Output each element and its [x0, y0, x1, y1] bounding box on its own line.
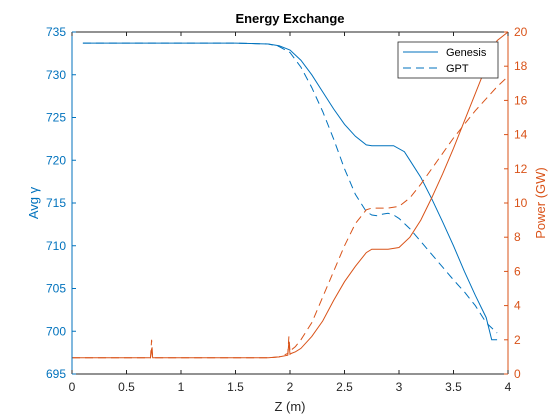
y-left-tick-label: 715: [46, 196, 66, 210]
x-tick-label: 0.5: [118, 380, 135, 394]
legend-label-genesis: Genesis: [446, 47, 487, 59]
y-right-tick-label: 4: [514, 299, 521, 313]
y-right-tick-label: 12: [514, 162, 528, 176]
y-right-tick-label: 20: [514, 25, 528, 39]
x-tick-label: 3.5: [445, 380, 462, 394]
y-left-tick-label: 705: [46, 282, 66, 296]
series-line-genesis-avg-gamma: [82, 42, 498, 341]
y-right-tick-label: 6: [514, 264, 521, 278]
legend-label-gpt: GPT: [446, 63, 469, 75]
series-line-genesis-power: [72, 31, 509, 359]
y-right-tick-label: 16: [514, 93, 528, 107]
y-left-tick-label: 695: [46, 367, 66, 381]
legend-box: [397, 41, 499, 79]
y-left-tick-label: 730: [46, 68, 66, 82]
y-right-axis-label: Power (GW): [533, 167, 548, 239]
x-tick-label: 3: [396, 380, 403, 394]
y-left-tick-label: 735: [46, 25, 66, 39]
y-left-tick-label: 720: [46, 153, 66, 167]
y-right-tick-label: 10: [514, 196, 528, 210]
y-left-tick-label: 710: [46, 239, 66, 253]
y-left-tick-label: 725: [46, 111, 66, 125]
series-line-gpt-avg-gamma: [82, 42, 498, 334]
y-right-tick-label: 18: [514, 59, 528, 73]
y-left-axis-ticks: 695 700 705 710 715 720 725 730 735: [46, 25, 76, 381]
y-right-axis-ticks: 0 2 4 6 8 10 12 14 16 18 20: [504, 25, 528, 381]
y-left-tick-label: 700: [46, 324, 66, 338]
plot-area: [72, 32, 508, 374]
series-layer: [72, 31, 509, 359]
x-tick-label: 1.5: [227, 380, 244, 394]
chart-title: Energy Exchange: [235, 11, 344, 26]
x-tick-label: 2: [287, 380, 294, 394]
y-right-tick-label: 14: [514, 128, 528, 142]
y-right-tick-label: 2: [514, 333, 521, 347]
legend: Genesis GPT: [397, 41, 499, 79]
y-right-tick-label: 8: [514, 230, 521, 244]
x-tick-label: 0: [69, 380, 76, 394]
x-tick-label: 1: [178, 380, 185, 394]
x-tick-label: 4: [505, 380, 512, 394]
y-left-axis-label: Avg γ: [26, 186, 41, 219]
x-tick-label: 2.5: [336, 380, 353, 394]
series-line-gpt-power: [72, 76, 509, 359]
y-right-tick-label: 0: [514, 367, 521, 381]
x-axis-label: Z (m): [274, 399, 305, 414]
x-axis-ticks: 0 0.5 1 1.5 2 2.5 3 3.5 4: [69, 32, 512, 394]
